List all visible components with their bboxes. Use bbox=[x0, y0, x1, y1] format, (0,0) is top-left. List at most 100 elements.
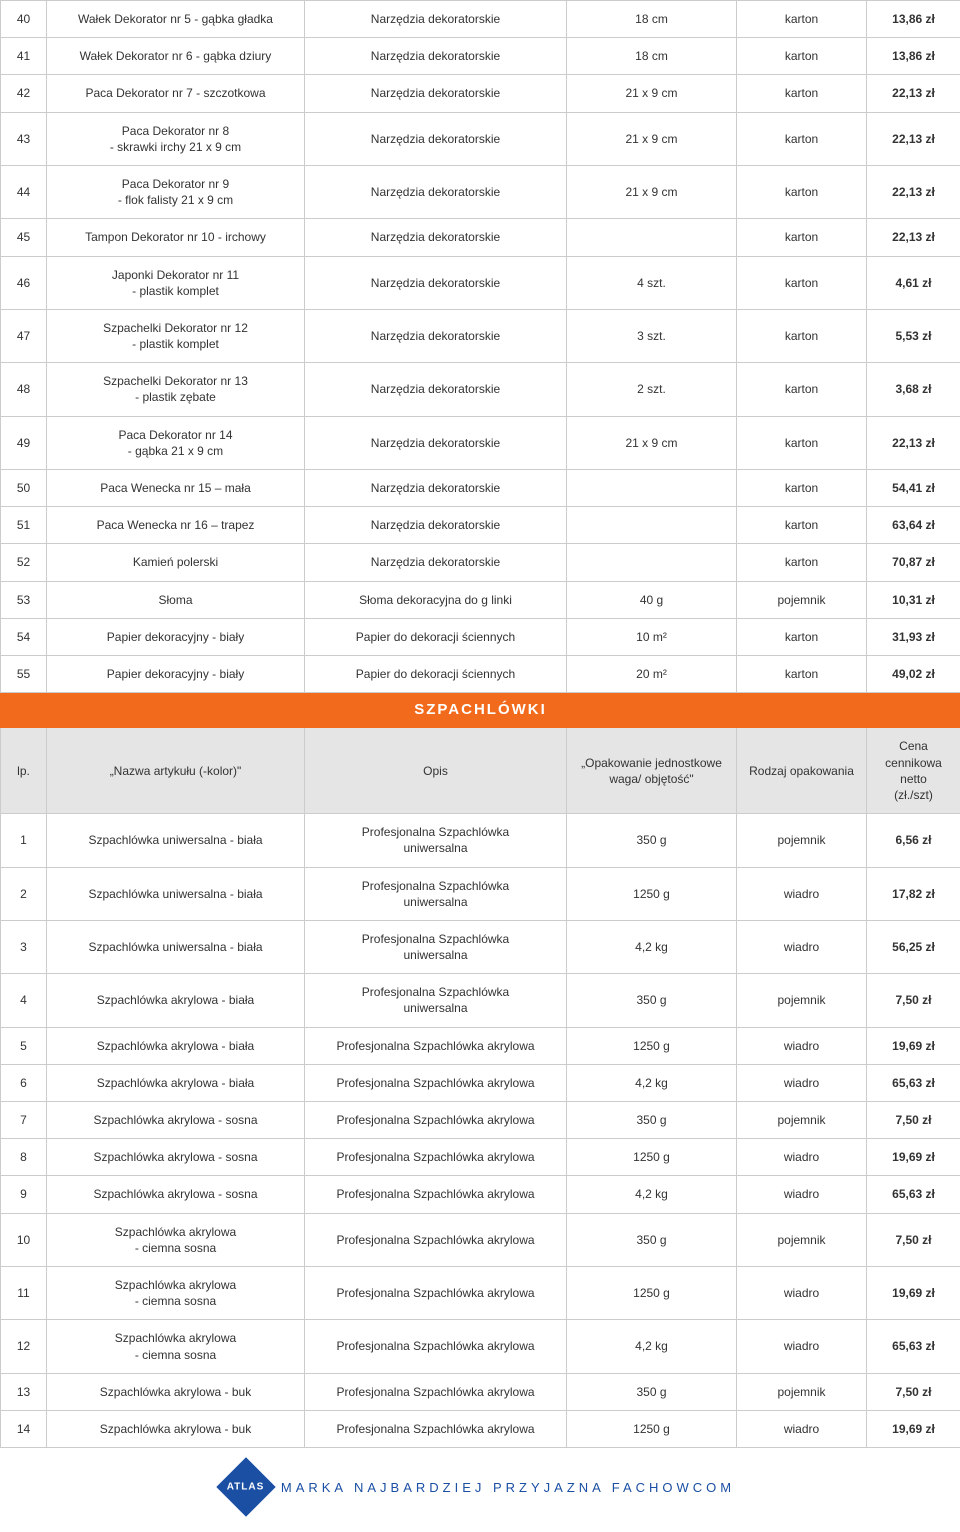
cell-type: karton bbox=[737, 309, 867, 362]
cell-pack: 4 szt. bbox=[567, 256, 737, 309]
cell-pack: 18 cm bbox=[567, 1, 737, 38]
cell-desc: Narzędzia dekoratorskie bbox=[305, 470, 567, 507]
cell-price: 7,50 zł bbox=[867, 974, 960, 1027]
cell-desc: Profesjonalna Szpachlówka uniwersalna bbox=[305, 867, 567, 920]
cell-name: Szpachelki Dekorator nr 12 - plastik kom… bbox=[47, 309, 305, 362]
page-footer: ATLAS MARKA NAJBARDZIEJ PRZYJAZNA FACHOW… bbox=[0, 1448, 960, 1532]
cell-desc: Profesjonalna Szpachlówka akrylowa bbox=[305, 1139, 567, 1176]
cell-price: 4,61 zł bbox=[867, 256, 960, 309]
cell-name: Paca Wenecka nr 16 – trapez bbox=[47, 507, 305, 544]
cell-price: 19,69 zł bbox=[867, 1139, 960, 1176]
cell-price: 63,64 zł bbox=[867, 507, 960, 544]
table-row: 53SłomaSłoma dekoracyjna do g linki40 gp… bbox=[1, 581, 960, 618]
cell-pack: 350 g bbox=[567, 1213, 737, 1266]
cell-price: 65,63 zł bbox=[867, 1176, 960, 1213]
cell-price: 31,93 zł bbox=[867, 618, 960, 655]
table-header-row: lp. „Nazwa artykułu (-kolor)" Opis „Opak… bbox=[1, 728, 960, 814]
cell-type: wiadro bbox=[737, 1176, 867, 1213]
cell-price: 13,86 zł bbox=[867, 1, 960, 38]
cell-name: Szpachlówka akrylowa - buk bbox=[47, 1410, 305, 1447]
cell-lp: 52 bbox=[1, 544, 47, 581]
col-head-pack: „Opakowanie jednostkowe waga/ objętość" bbox=[567, 728, 737, 814]
cell-price: 17,82 zł bbox=[867, 867, 960, 920]
cell-lp: 1 bbox=[1, 814, 47, 867]
cell-desc: Narzędzia dekoratorskie bbox=[305, 219, 567, 256]
cell-pack: 21 x 9 cm bbox=[567, 75, 737, 112]
cell-pack: 350 g bbox=[567, 814, 737, 867]
cell-lp: 11 bbox=[1, 1266, 47, 1319]
cell-name: Szpachelki Dekorator nr 13 - plastik zęb… bbox=[47, 363, 305, 416]
cell-price: 10,31 zł bbox=[867, 581, 960, 618]
cell-lp: 51 bbox=[1, 507, 47, 544]
cell-name: Paca Dekorator nr 7 - szczotkowa bbox=[47, 75, 305, 112]
table-row: 11Szpachlówka akrylowa - ciemna sosnaPro… bbox=[1, 1266, 960, 1319]
brand-logo-text: ATLAS bbox=[227, 1482, 265, 1493]
cell-lp: 40 bbox=[1, 1, 47, 38]
cell-name: Paca Dekorator nr 8 - skrawki irchy 21 x… bbox=[47, 112, 305, 165]
table-row: 49Paca Dekorator nr 14 - gąbka 21 x 9 cm… bbox=[1, 416, 960, 469]
cell-name: Paca Dekorator nr 14 - gąbka 21 x 9 cm bbox=[47, 416, 305, 469]
col-head-lp: lp. bbox=[1, 728, 47, 814]
cell-price: 22,13 zł bbox=[867, 219, 960, 256]
cell-name: Szpachlówka uniwersalna - biała bbox=[47, 920, 305, 973]
table-row: 14Szpachlówka akrylowa - bukProfesjonaln… bbox=[1, 1410, 960, 1447]
cell-lp: 2 bbox=[1, 867, 47, 920]
section-title: SZPACHLÓWKI bbox=[1, 693, 960, 728]
cell-price: 3,68 zł bbox=[867, 363, 960, 416]
cell-pack: 1250 g bbox=[567, 1266, 737, 1319]
cell-type: karton bbox=[737, 165, 867, 218]
col-head-price: Cena cennikowa netto (zł./szt) bbox=[867, 728, 960, 814]
cell-lp: 8 bbox=[1, 1139, 47, 1176]
cell-type: wiadro bbox=[737, 1320, 867, 1373]
cell-name: Wałek Dekorator nr 5 - gąbka gładka bbox=[47, 1, 305, 38]
cell-pack: 1250 g bbox=[567, 1410, 737, 1447]
cell-price: 22,13 zł bbox=[867, 416, 960, 469]
cell-type: karton bbox=[737, 256, 867, 309]
cell-desc: Profesjonalna Szpachlówka uniwersalna bbox=[305, 974, 567, 1027]
cell-lp: 5 bbox=[1, 1027, 47, 1064]
cell-price: 65,63 zł bbox=[867, 1320, 960, 1373]
cell-name: Szpachlówka akrylowa - ciemna sosna bbox=[47, 1320, 305, 1373]
cell-lp: 54 bbox=[1, 618, 47, 655]
cell-desc: Papier do dekoracji ściennych bbox=[305, 618, 567, 655]
cell-lp: 45 bbox=[1, 219, 47, 256]
cell-desc: Narzędzia dekoratorskie bbox=[305, 309, 567, 362]
cell-name: Szpachlówka akrylowa - biała bbox=[47, 1027, 305, 1064]
cell-name: Szpachlówka akrylowa - ciemna sosna bbox=[47, 1266, 305, 1319]
cell-pack: 4,2 kg bbox=[567, 920, 737, 973]
cell-pack: 4,2 kg bbox=[567, 1320, 737, 1373]
cell-type: pojemnik bbox=[737, 1213, 867, 1266]
cell-desc: Profesjonalna Szpachlówka akrylowa bbox=[305, 1176, 567, 1213]
cell-type: karton bbox=[737, 219, 867, 256]
table-row: 41Wałek Dekorator nr 6 - gąbka dziuryNar… bbox=[1, 38, 960, 75]
cell-price: 6,56 zł bbox=[867, 814, 960, 867]
cell-lp: 41 bbox=[1, 38, 47, 75]
table-row: 54Papier dekoracyjny - białyPapier do de… bbox=[1, 618, 960, 655]
cell-price: 7,50 zł bbox=[867, 1102, 960, 1139]
cell-lp: 4 bbox=[1, 974, 47, 1027]
cell-name: Szpachlówka akrylowa - sosna bbox=[47, 1102, 305, 1139]
cell-desc: Narzędzia dekoratorskie bbox=[305, 1, 567, 38]
cell-desc: Profesjonalna Szpachlówka akrylowa bbox=[305, 1027, 567, 1064]
cell-type: karton bbox=[737, 470, 867, 507]
table-row: 7Szpachlówka akrylowa - sosnaProfesjonal… bbox=[1, 1102, 960, 1139]
table-row: 13Szpachlówka akrylowa - bukProfesjonaln… bbox=[1, 1373, 960, 1410]
cell-pack: 2 szt. bbox=[567, 363, 737, 416]
cell-name: Szpachlówka uniwersalna - biała bbox=[47, 867, 305, 920]
cell-type: pojemnik bbox=[737, 581, 867, 618]
cell-name: Paca Wenecka nr 15 – mała bbox=[47, 470, 305, 507]
cell-lp: 12 bbox=[1, 1320, 47, 1373]
cell-pack: 21 x 9 cm bbox=[567, 165, 737, 218]
cell-desc: Profesjonalna Szpachlówka akrylowa bbox=[305, 1213, 567, 1266]
cell-type: karton bbox=[737, 507, 867, 544]
cell-lp: 9 bbox=[1, 1176, 47, 1213]
cell-price: 7,50 zł bbox=[867, 1373, 960, 1410]
table-row: 9Szpachlówka akrylowa - sosnaProfesjonal… bbox=[1, 1176, 960, 1213]
cell-type: wiadro bbox=[737, 920, 867, 973]
table-row: 46Japonki Dekorator nr 11 - plastik komp… bbox=[1, 256, 960, 309]
cell-lp: 42 bbox=[1, 75, 47, 112]
cell-type: karton bbox=[737, 38, 867, 75]
cell-name: Szpachlówka akrylowa - ciemna sosna bbox=[47, 1213, 305, 1266]
cell-name: Szpachlówka uniwersalna - biała bbox=[47, 814, 305, 867]
cell-name: Szpachlówka akrylowa - sosna bbox=[47, 1176, 305, 1213]
